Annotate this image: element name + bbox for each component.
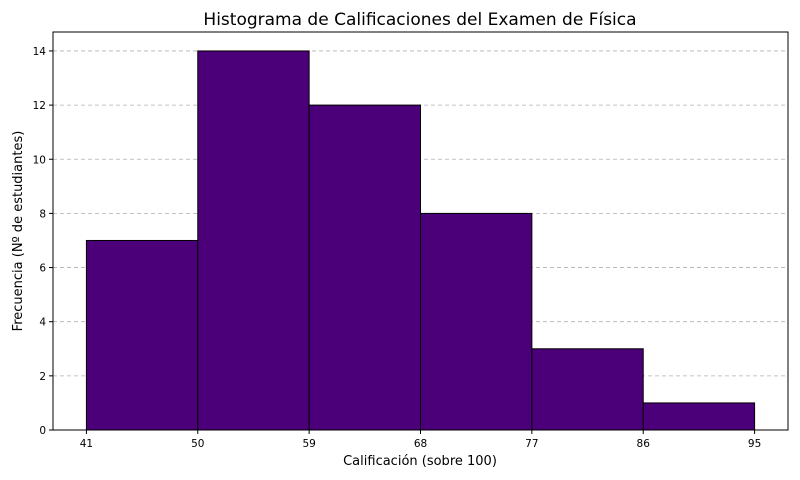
y-tick-label: 2	[39, 371, 46, 383]
histogram-bar	[642, 402, 756, 431]
y-tick-label: 10	[33, 154, 46, 166]
x-tick-label: 77	[525, 438, 538, 450]
x-tick-label: 68	[414, 438, 427, 450]
histogram-bar	[531, 348, 644, 431]
x-tick-label: 41	[80, 438, 93, 450]
y-axis-label: Frecuencia (Nº de estudiantes)	[11, 131, 26, 332]
histogram-bar	[85, 239, 199, 431]
y-tick-label: 6	[39, 263, 46, 275]
x-tick-label: 95	[748, 438, 761, 450]
bars	[85, 50, 756, 431]
x-tick-label: 50	[191, 438, 204, 450]
y-tick-label: 0	[39, 425, 46, 437]
histogram-bar	[308, 104, 421, 431]
histogram-bar	[197, 50, 310, 431]
y-tick-label: 14	[33, 46, 47, 58]
x-tick-label: 86	[637, 438, 651, 450]
chart-title: Histograma de Calificaciones del Examen …	[203, 10, 636, 30]
x-tick-label: 59	[302, 438, 315, 450]
x-axis-label: Calificación (sobre 100)	[343, 454, 497, 469]
y-tick-label: 8	[39, 208, 46, 220]
histogram-bar	[420, 212, 533, 431]
y-tick-label: 12	[33, 100, 46, 112]
y-tick-label: 4	[39, 317, 46, 329]
